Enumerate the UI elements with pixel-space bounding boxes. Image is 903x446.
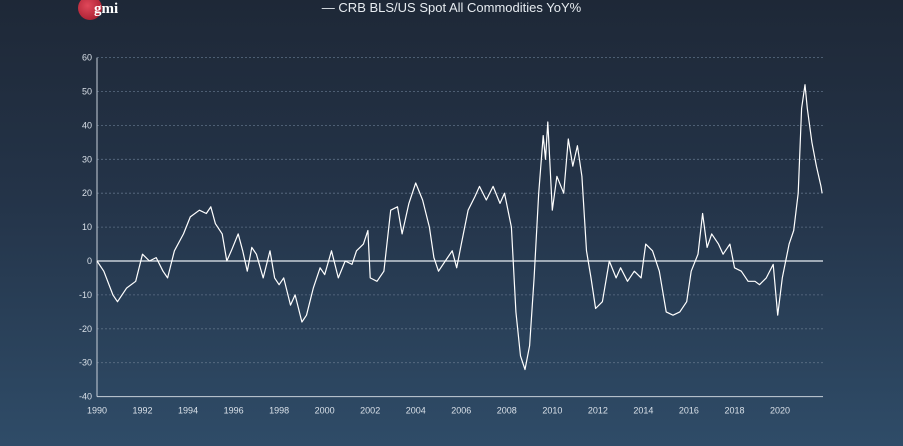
series-line <box>96 84 823 371</box>
x-tick-label: 1990 <box>87 406 107 416</box>
x-tick-label: 2016 <box>679 406 699 416</box>
y-tick-label: 0 <box>87 256 92 266</box>
x-tick-label: 2006 <box>451 406 471 416</box>
y-tick-label: 30 <box>82 154 92 164</box>
y-tick-label: -20 <box>79 324 92 334</box>
logo-text: gmi <box>94 1 119 17</box>
y-tick-label: 60 <box>82 53 92 63</box>
y-tick-label: 10 <box>82 222 92 232</box>
x-tick-label: 2012 <box>588 406 608 416</box>
x-tick-label: 2018 <box>724 406 744 416</box>
chart-title: CRB BLS/US Spot All Commodities YoY% <box>338 0 582 15</box>
x-tick-label: 1996 <box>224 406 244 416</box>
x-tick-label: 2002 <box>360 406 380 416</box>
x-tick-label: 2004 <box>406 406 426 416</box>
x-tick-label: 2000 <box>315 406 335 416</box>
y-tick-label: 40 <box>82 120 92 130</box>
y-tick-label: 50 <box>82 87 92 97</box>
y-tick-label: -40 <box>79 392 92 402</box>
y-tick-label: -10 <box>79 290 92 300</box>
gmi-logo <box>78 0 102 20</box>
x-tick-label: 2014 <box>633 406 653 416</box>
x-tick-label: 1998 <box>269 406 289 416</box>
legend-line-icon: — <box>321 0 339 15</box>
x-tick-label: 2008 <box>497 406 517 416</box>
x-tick-label: 2020 <box>770 406 790 416</box>
y-tick-label: -30 <box>79 358 92 368</box>
chart-legend: — CRB BLS/US Spot All Commodities YoY% <box>0 0 903 15</box>
y-tick-label: 20 <box>82 188 92 198</box>
x-tick-label: 2010 <box>542 406 562 416</box>
x-tick-label: 1994 <box>178 406 198 416</box>
x-tick-label: 1992 <box>133 406 153 416</box>
